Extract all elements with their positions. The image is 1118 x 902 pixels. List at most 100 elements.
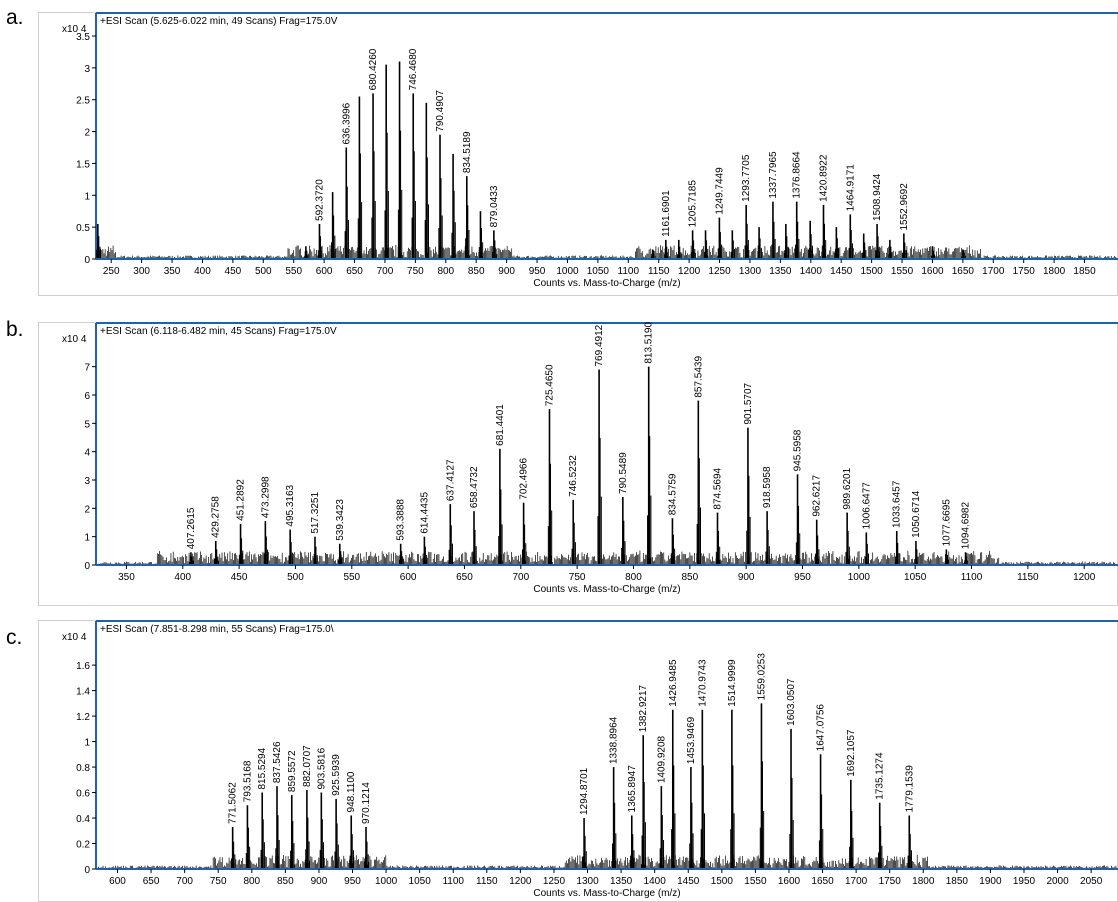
peak-label: 1006.6477 [861, 482, 872, 530]
scan-label: +ESI Scan (7.851-8.298 min, 55 Scans) Fr… [100, 624, 334, 635]
x-tick-label: 950 [794, 572, 811, 583]
x-tick-label: 1150 [476, 876, 498, 887]
peak-label: 962.6217 [812, 475, 823, 517]
peak-label: 813.5190 [644, 322, 655, 364]
x-tick-label: 700 [176, 876, 193, 887]
x-tick-label: 1750 [879, 876, 902, 887]
peak-label: 834.5759 [667, 473, 678, 515]
peak-label: 1094.6982 [961, 502, 972, 550]
peak-label: 970.1214 [361, 782, 372, 824]
peak-label: 874.5694 [713, 467, 724, 509]
y-multiplier: x10 4 [62, 632, 87, 643]
x-tick-label: 750 [407, 266, 424, 277]
y-tick-label: 0 [84, 865, 90, 876]
panel-letter-c: c. [6, 626, 23, 649]
x-tick-label: 650 [346, 266, 363, 277]
x-tick-label: 1700 [845, 876, 868, 887]
peak-label: 1420.8922 [819, 154, 830, 202]
peak-label: 702.4966 [519, 458, 530, 500]
x-tick-label: 1400 [644, 876, 667, 887]
x-tick-label: 1150 [648, 266, 670, 277]
peak-label: 429.2758 [211, 496, 222, 538]
peak-label: 1559.0253 [756, 653, 767, 701]
peak-label: 1294.8701 [579, 767, 590, 815]
x-tick-label: 700 [512, 572, 529, 583]
peak-label: 658.4732 [469, 466, 480, 508]
x-tick-label: 1750 [1013, 266, 1036, 277]
peak-label: 1249.7449 [714, 167, 725, 215]
x-tick-label: 900 [738, 572, 755, 583]
spectrum-panel-a: +ESI Scan (5.625-6.022 min, 49 Scans) Fr… [38, 12, 1118, 296]
x-tick-label: 1900 [979, 876, 1002, 887]
peak-label: 592.3720 [314, 179, 325, 221]
peak-label: 771.5062 [228, 782, 239, 824]
y-tick-label: 6 [84, 391, 90, 402]
peak-label: 1382.9217 [638, 684, 649, 732]
x-tick-label: 1100 [442, 876, 464, 887]
peak-label: 681.4401 [495, 404, 506, 446]
x-tick-label: 1650 [952, 266, 975, 277]
x-tick-label: 1800 [1043, 266, 1066, 277]
x-tick-label: 1100 [961, 572, 983, 583]
x-tick-label: 800 [437, 266, 454, 277]
peak-label: 1365.8947 [627, 765, 638, 813]
x-tick-label: 550 [285, 266, 302, 277]
peak-label: 407.2615 [186, 507, 197, 549]
peak-label: 614.4435 [419, 492, 430, 534]
peak-label: 1050.6714 [911, 490, 922, 538]
panel-frame [38, 12, 1118, 296]
x-tick-label: 750 [210, 876, 227, 887]
x-tick-label: 300 [133, 266, 150, 277]
x-tick-label: 1400 [800, 266, 823, 277]
peak-label: 746.5232 [568, 455, 579, 497]
peak-label: 517.3251 [310, 492, 321, 534]
x-tick-label: 1100 [618, 266, 640, 277]
peak-label: 1453.9469 [686, 716, 697, 764]
x-tick-label: 400 [174, 572, 191, 583]
peak-label: 1692.1057 [846, 729, 857, 777]
y-tick-label: 2 [84, 504, 90, 515]
x-tick-label: 850 [681, 572, 698, 583]
y-tick-label: 1.6 [76, 661, 90, 672]
peak-label: 593.3888 [396, 499, 407, 541]
peak-label: 495.3163 [285, 484, 296, 526]
peak-label: 1338.8964 [609, 716, 620, 764]
y-tick-label: 0.6 [76, 789, 90, 800]
peak-label: 903.5816 [316, 747, 327, 789]
y-tick-label: 0 [84, 255, 90, 266]
x-tick-label: 1600 [921, 266, 944, 277]
y-tick-label: 7 [84, 363, 90, 374]
y-tick-label: 1 [84, 191, 90, 202]
panel-letter-b: b. [6, 318, 24, 341]
x-tick-label: 1850 [946, 876, 969, 887]
x-tick-label: 1950 [1013, 876, 1036, 887]
peak-label: 1464.9171 [845, 164, 856, 212]
y-multiplier: x10 4 [62, 334, 87, 345]
y-tick-label: 0.2 [76, 840, 90, 851]
spectrum-c-chart: +ESI Scan (7.851-8.298 min, 55 Scans) Fr… [38, 620, 1118, 902]
peak-label: 882.0707 [302, 745, 313, 787]
peak-label: 793.5168 [242, 760, 253, 802]
peak-label: 1779.1539 [904, 765, 915, 813]
x-tick-label: 650 [456, 572, 473, 583]
y-tick-label: 3 [84, 476, 90, 487]
x-tick-label: 500 [287, 572, 304, 583]
y-tick-label: 0.5 [76, 223, 90, 234]
peak-label: 901.5707 [743, 382, 754, 424]
x-tick-label: 1300 [576, 876, 599, 887]
peak-label: 879.0433 [489, 185, 500, 227]
peak-label: 637.4127 [445, 459, 456, 501]
y-tick-label: 1.4 [76, 687, 90, 698]
peak-label: 1161.6901 [661, 190, 672, 237]
x-tick-label: 500 [255, 266, 272, 277]
peak-label: 539.3423 [335, 499, 346, 541]
x-axis-title: Counts vs. Mass-to-Charge (m/z) [533, 278, 680, 289]
x-tick-label: 1000 [848, 572, 871, 583]
spectrum-b-chart: +ESI Scan (6.118-6.482 min, 45 Scans) Fr… [38, 322, 1118, 606]
y-tick-label: 2.5 [76, 96, 90, 107]
peak-label: 636.3996 [341, 102, 352, 144]
x-tick-label: 1550 [744, 876, 767, 887]
peak-label: 451.2892 [236, 479, 247, 521]
peak-label: 1426.9485 [668, 659, 679, 707]
x-tick-label: 1450 [830, 266, 853, 277]
